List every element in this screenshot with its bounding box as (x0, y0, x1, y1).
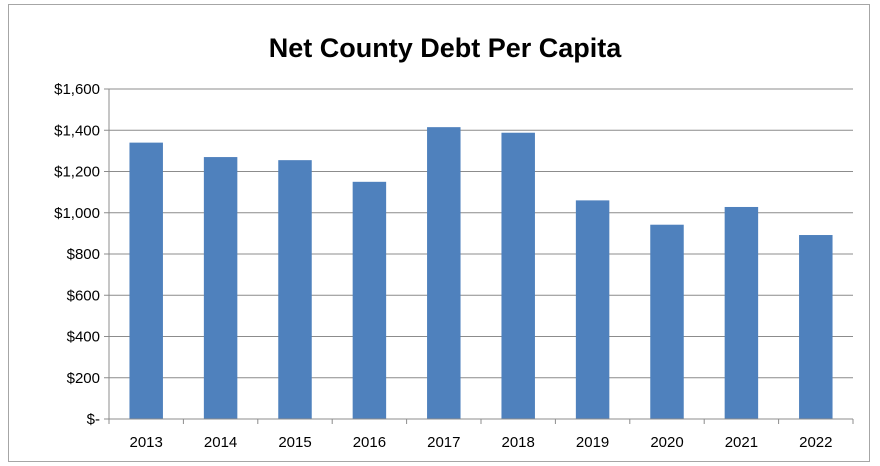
y-tick-label: $400 (67, 329, 100, 346)
bar-2015 (278, 160, 312, 419)
y-tick-label: $1,200 (54, 164, 100, 181)
x-tick-label: 2015 (278, 434, 311, 451)
x-tick-labels: 2013 2014 2015 2016 2017 2018 2019 2020 2021 2022 (130, 434, 833, 451)
y-tick-label: $1,600 (54, 81, 100, 98)
x-tick-label: 2022 (799, 434, 832, 451)
x-tick-label: 2021 (725, 434, 758, 451)
y-tick-label: $800 (67, 246, 100, 263)
y-tick-label: $- (87, 411, 100, 428)
x-tick-label: 2014 (204, 434, 237, 451)
x-tick-label: 2019 (576, 434, 609, 451)
bar-2014 (203, 157, 238, 419)
y-tick-label: $1,000 (54, 205, 100, 222)
bars (129, 127, 833, 419)
bar-2017 (427, 127, 461, 419)
bar-2021 (724, 206, 759, 419)
bar-2018 (501, 132, 535, 419)
bar-2016 (352, 181, 387, 419)
x-tick-label: 2013 (130, 434, 163, 451)
axes (104, 88, 854, 424)
y-tick-label: $200 (67, 370, 100, 387)
bar-2020 (650, 224, 684, 419)
y-tick-labels: $- $200 $400 $600 $800 $1,000 $1,200 $1,400 $1,6… (54, 81, 100, 428)
y-tick-label: $600 (67, 287, 100, 304)
x-tick-label: 2018 (502, 434, 535, 451)
bar-2013 (129, 142, 163, 419)
y-tick-label: $1,400 (54, 122, 100, 139)
x-tick-label: 2020 (650, 434, 683, 451)
x-tick-label: 2017 (427, 434, 460, 451)
bar-2019 (575, 200, 610, 419)
chart-title: Net County Debt Per Capita (269, 33, 623, 63)
x-tick-label: 2016 (353, 434, 386, 451)
bar-2022 (799, 235, 833, 419)
